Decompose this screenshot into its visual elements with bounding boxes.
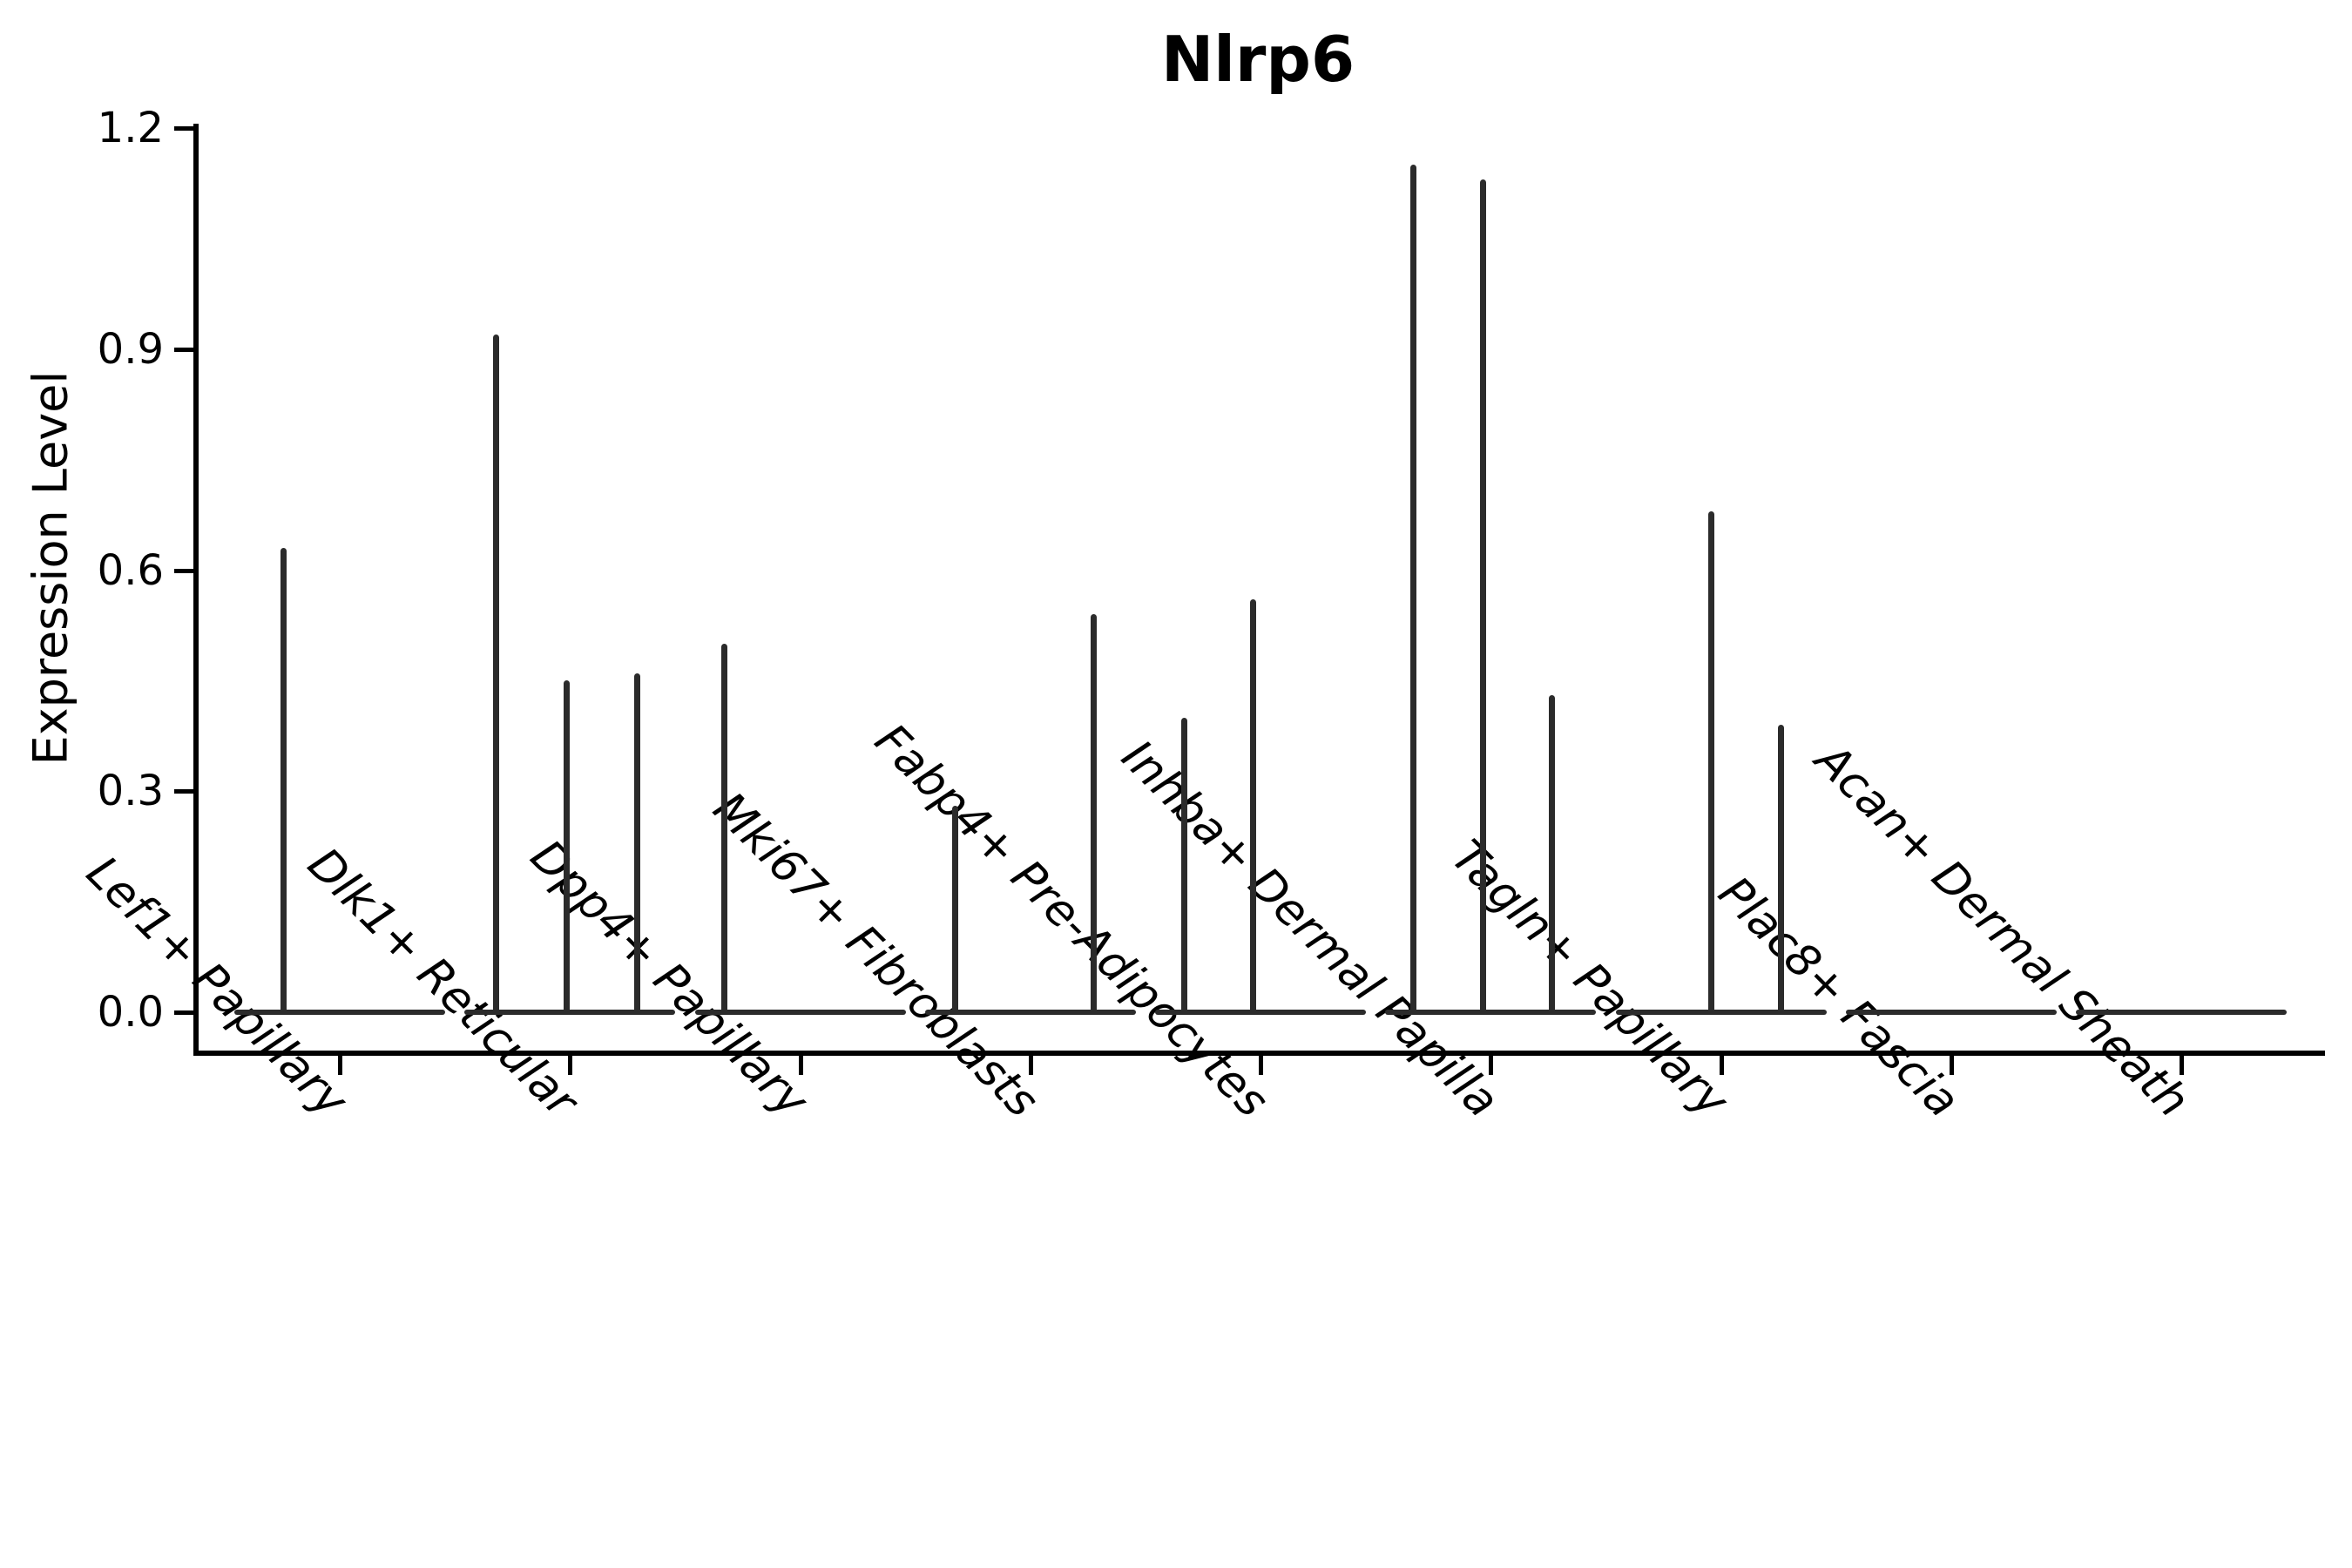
chart-title: Nlrp6 xyxy=(1160,23,1355,96)
y-axis-label: Expression Level xyxy=(23,370,78,766)
violin-spike-2-3 xyxy=(633,672,640,1015)
y-tick xyxy=(174,1010,193,1015)
x-tick-label-8: Plac8+ Fascia xyxy=(1707,867,1969,1128)
x-tick-label-6: Inhba+ Dermal Papilla xyxy=(1111,730,1509,1128)
y-axis-spine xyxy=(193,124,199,1056)
violin-spike-6-3 xyxy=(1548,695,1555,1015)
violin-spike-2-2 xyxy=(563,680,570,1015)
violin-spike-5-2 xyxy=(1249,599,1256,1015)
y-tick-label: 0.3 xyxy=(97,767,164,816)
x-tick xyxy=(798,1056,803,1075)
violin-baseline-7 xyxy=(1615,1010,1827,1015)
x-tick xyxy=(338,1056,342,1075)
violin-baseline-6 xyxy=(1385,1010,1597,1015)
y-tick-label: 0.0 xyxy=(97,988,164,1037)
x-tick xyxy=(1949,1056,1954,1075)
y-tick-label: 0.9 xyxy=(97,324,164,374)
violin-baseline-1 xyxy=(234,1010,445,1015)
y-tick-label: 1.2 xyxy=(97,104,164,153)
x-tick xyxy=(1489,1056,1494,1075)
violin-spike-3-1 xyxy=(721,644,727,1015)
violin-spike-2-1 xyxy=(492,334,499,1015)
violin-spike-7-1 xyxy=(1708,510,1714,1015)
violin-spike-5-1 xyxy=(1180,717,1187,1015)
x-tick xyxy=(1719,1056,1724,1075)
violin-spike-6-1 xyxy=(1409,165,1416,1015)
x-tick-label-9: Acan+ Dermal Sheath xyxy=(1805,733,2199,1128)
x-tick xyxy=(2180,1056,2184,1075)
x-tick xyxy=(568,1056,573,1075)
violin-baseline-8 xyxy=(1845,1010,2057,1015)
violin-spike-6-2 xyxy=(1479,179,1486,1015)
violin-spike-1-1 xyxy=(280,548,287,1015)
y-tick xyxy=(174,789,193,794)
x-tick xyxy=(1259,1056,1263,1075)
violin-spike-4-2 xyxy=(1091,614,1098,1015)
y-tick xyxy=(174,347,193,352)
violin-spike-7-2 xyxy=(1778,725,1784,1015)
y-tick xyxy=(174,126,193,132)
y-tick-label: 0.6 xyxy=(97,545,164,595)
y-tick xyxy=(174,568,193,573)
violin-baseline-4 xyxy=(924,1010,1136,1015)
violin-baseline-9 xyxy=(2076,1010,2287,1015)
x-axis-spine xyxy=(193,1051,2325,1056)
violin-baseline-3 xyxy=(694,1010,906,1015)
x-tick-label-5: Fabp4+ Pre-Adipocytes xyxy=(864,713,1278,1128)
violin-spike-4-1 xyxy=(952,806,959,1015)
x-tick xyxy=(1028,1056,1033,1075)
violin-baseline-5 xyxy=(1155,1010,1366,1015)
violin-baseline-2 xyxy=(464,1010,676,1015)
